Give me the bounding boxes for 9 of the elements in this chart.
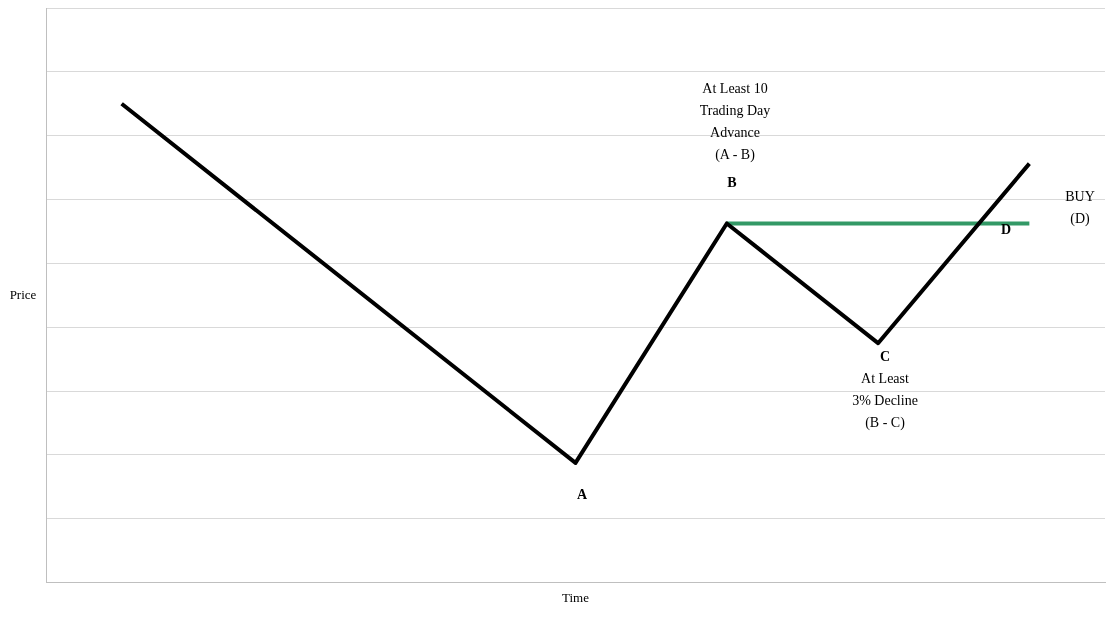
annotation: D: [1000, 221, 1012, 239]
annotation: A: [576, 486, 588, 504]
annotation: At Least 3% Decline (B - C): [852, 370, 918, 432]
x-axis-title: Time: [562, 590, 590, 606]
annotation: At Least 10 Trading Day Advance (A - B): [699, 80, 771, 164]
annotation: C: [879, 348, 891, 366]
y-axis-title: Price: [9, 286, 37, 302]
annotation: BUY (D): [1065, 188, 1095, 228]
annotation: B: [727, 174, 737, 192]
